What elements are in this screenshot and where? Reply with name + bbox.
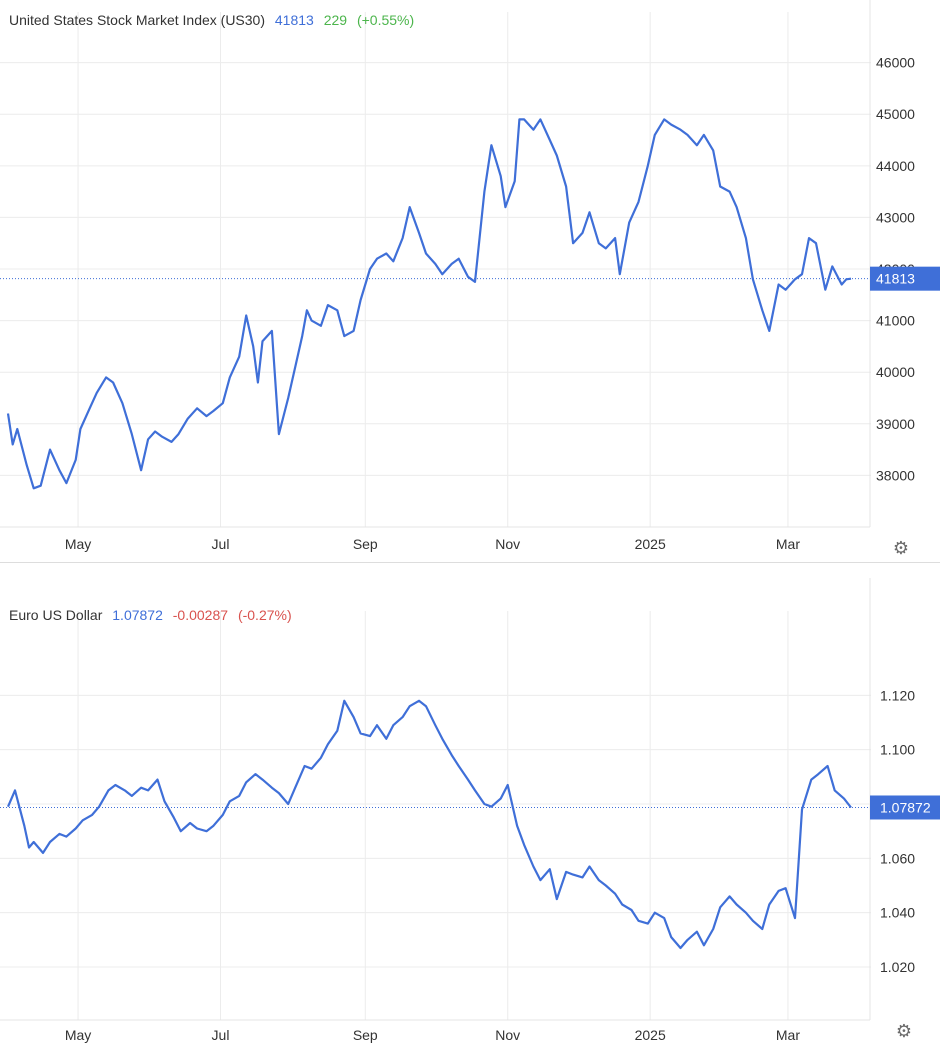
y-tick-label: 1.020 xyxy=(880,959,915,975)
y-tick-label: 39000 xyxy=(876,416,915,432)
instrument-name: Euro US Dollar xyxy=(9,607,103,623)
last-price: 1.07872 xyxy=(112,607,163,623)
x-tick-label: May xyxy=(65,1027,91,1043)
chart-title-row: Euro US Dollar 1.07872 -0.00287 (-0.27%) xyxy=(9,607,298,623)
series-line xyxy=(6,699,852,950)
x-tick-label: 2025 xyxy=(635,536,666,552)
instrument-name: United States Stock Market Index (US30) xyxy=(9,12,265,28)
y-tick-label: 38000 xyxy=(876,467,915,483)
last-value-badge xyxy=(870,266,940,291)
x-tick-label: Jul xyxy=(212,1027,230,1043)
y-tick-label: 46000 xyxy=(876,55,915,71)
price-change: -0.00287 xyxy=(172,607,229,623)
series-line xyxy=(6,118,852,490)
y-tick-label: 40000 xyxy=(876,364,915,380)
last-value-label: 1.07872 xyxy=(880,799,931,815)
us30-chart: May Jul Sep Nov 2025 Mar 38000 39000 40000 41000 4… xyxy=(0,0,940,552)
x-tick-label: 2025 xyxy=(635,1027,666,1043)
x-tick-label: Jul xyxy=(212,536,230,552)
y-tick-label: 44000 xyxy=(876,158,915,174)
gear-icon[interactable]: ⚙ xyxy=(892,538,910,558)
chart-title-row: United States Stock Market Index (US30) … xyxy=(9,12,420,28)
last-price: 41813 xyxy=(274,12,314,28)
x-tick-label: Nov xyxy=(495,536,520,552)
last-value-badge xyxy=(870,795,940,820)
gear-icon[interactable]: ⚙ xyxy=(895,1021,913,1041)
us30-chart-panel: May Jul Sep Nov 2025 Mar 38000 39000 40000 41000 4… xyxy=(0,0,940,558)
x-tick-label: Nov xyxy=(495,1027,520,1043)
y-tick-label: 45000 xyxy=(876,106,915,122)
x-tick-label: Mar xyxy=(776,1027,800,1043)
x-tick-label: Sep xyxy=(353,536,378,552)
last-value-label: 41813 xyxy=(876,271,915,287)
x-tick-label: Sep xyxy=(353,1027,378,1043)
eurusd-chart: MayJulSepNov2025Mar1.0201.0401.0601.0801… xyxy=(0,578,940,1043)
price-change-percent: (-0.27%) xyxy=(237,607,292,623)
panel-divider xyxy=(0,562,940,563)
eurusd-chart-panel: MayJulSepNov2025Mar1.0201.0401.0601.0801… xyxy=(0,578,940,1050)
y-tick-label: 1.060 xyxy=(880,850,915,866)
y-tick-label: 41000 xyxy=(876,313,915,329)
y-tick-label: 1.040 xyxy=(880,905,915,921)
x-tick-label: Mar xyxy=(776,536,800,552)
y-tick-label: 1.120 xyxy=(880,687,915,703)
x-tick-label: May xyxy=(65,536,91,552)
y-tick-label: 1.100 xyxy=(880,742,915,758)
price-change-percent: (+0.55%) xyxy=(356,12,415,28)
y-tick-label: 43000 xyxy=(876,209,915,225)
price-change: 229 xyxy=(323,12,348,28)
